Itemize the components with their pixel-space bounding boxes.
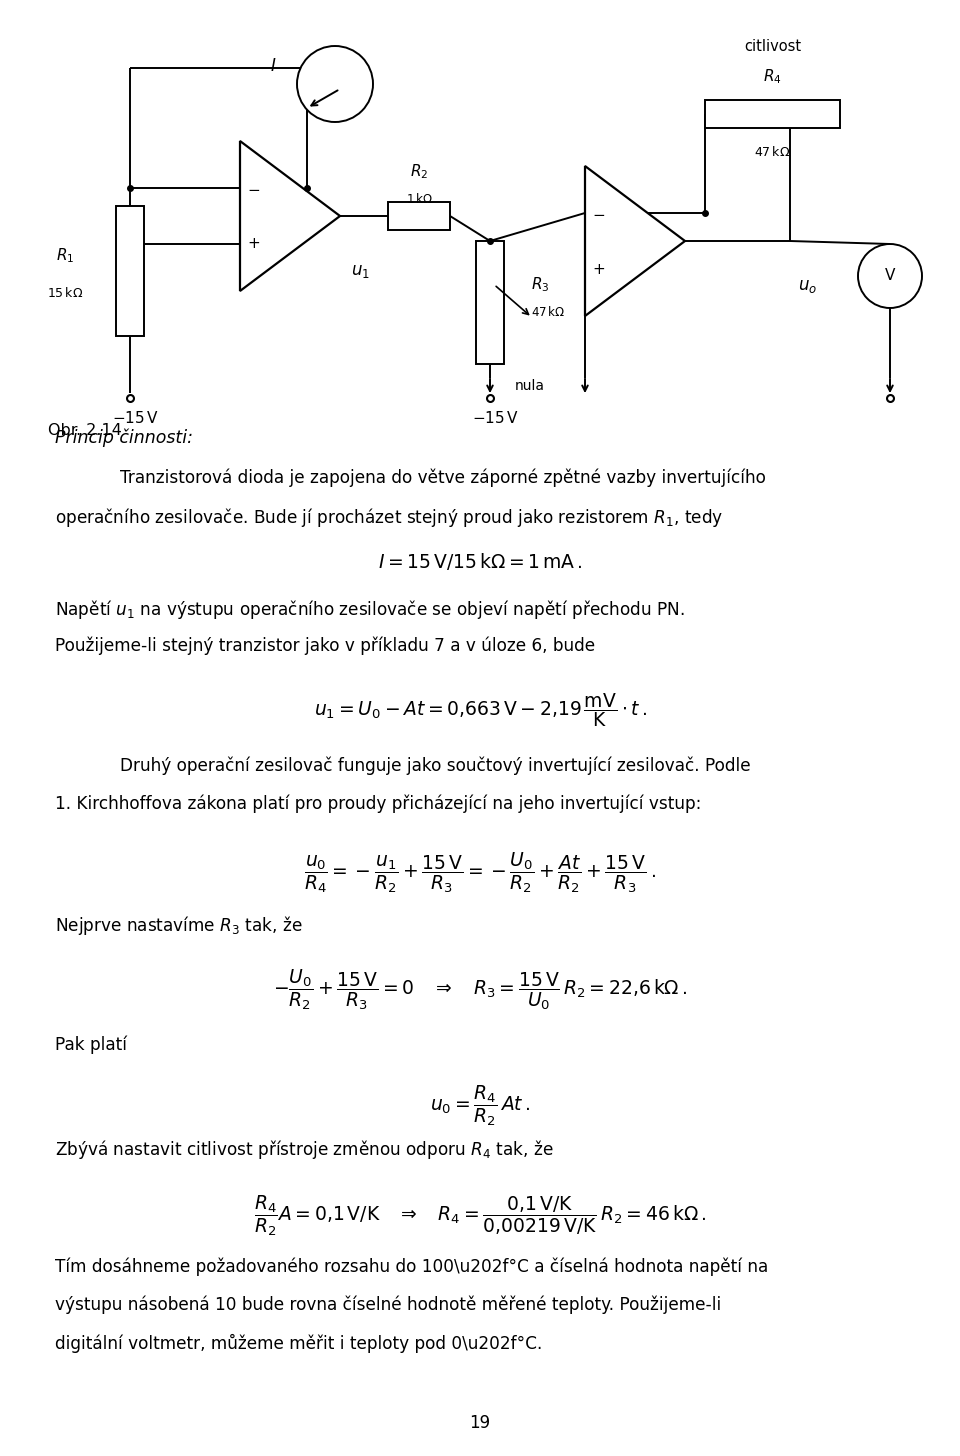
Text: Pak platí: Pak platí — [55, 1037, 127, 1054]
Text: 19: 19 — [469, 1414, 491, 1433]
Text: Tranzistorová dioda je zapojena do větve záporné zpětné vazby invertujícího: Tranzistorová dioda je zapojena do větve… — [120, 467, 766, 486]
Text: Napětí $u_1$ na výstupu operačního zesilovače se objeví napětí přechodu PN.: Napětí $u_1$ na výstupu operačního zesil… — [55, 598, 684, 622]
Text: $u_0 = \dfrac{R_4}{R_2}\,At\,.$: $u_0 = \dfrac{R_4}{R_2}\,At\,.$ — [430, 1085, 530, 1128]
Text: 1. Kirchhoffova zákona platí pro proudy přicházející na jeho invertující vstup:: 1. Kirchhoffova zákona platí pro proudy … — [55, 794, 702, 812]
Text: výstupu násobená 10 bude rovna číselné hodnotě měřené teploty. Použijeme-li: výstupu násobená 10 bude rovna číselné h… — [55, 1296, 721, 1315]
Text: V: V — [885, 268, 895, 284]
Text: $+$: $+$ — [248, 236, 260, 252]
Text: Použijeme-li stejný tranzistor jako v příkladu 7 a v úloze 6, bude: Použijeme-li stejný tranzistor jako v př… — [55, 636, 595, 655]
Text: $\dfrac{R_4}{R_2}A = 0{,}1\,\mathrm{V/K} \quad \Rightarrow \quad R_4 = \dfrac{0{: $\dfrac{R_4}{R_2}A = 0{,}1\,\mathrm{V/K}… — [253, 1194, 707, 1239]
Text: Druhý operační zesilovač funguje jako součtový invertující zesilovač. Podle: Druhý operační zesilovač funguje jako so… — [120, 756, 751, 775]
Text: $-15\,\mathrm{V}$: $-15\,\mathrm{V}$ — [471, 411, 518, 427]
Text: $47\,\mathrm{k\Omega}$: $47\,\mathrm{k\Omega}$ — [755, 146, 791, 159]
Text: $47\,\mathrm{k\Omega}$: $47\,\mathrm{k\Omega}$ — [531, 306, 565, 319]
Text: $-15\,\mathrm{V}$: $-15\,\mathrm{V}$ — [111, 411, 158, 427]
Circle shape — [297, 47, 373, 122]
Bar — [116, 205, 144, 336]
Text: Zbývá nastavit citlivost přístroje změnou odporu $R_4$ tak, že: Zbývá nastavit citlivost přístroje změno… — [55, 1139, 554, 1160]
Polygon shape — [585, 166, 685, 316]
Polygon shape — [240, 141, 340, 291]
Text: $u_1$: $u_1$ — [350, 262, 370, 280]
Text: Nejprve nastavíme $R_3$ tak, že: Nejprve nastavíme $R_3$ tak, že — [55, 914, 302, 938]
Text: $-\dfrac{U_0}{R_2} + \dfrac{15\,\mathrm{V}}{R_3} = 0 \quad \Rightarrow \quad R_3: $-\dfrac{U_0}{R_2} + \dfrac{15\,\mathrm{… — [273, 968, 687, 1012]
Text: citlivost: citlivost — [744, 39, 801, 54]
Bar — [476, 242, 504, 364]
Text: $R_1$: $R_1$ — [56, 246, 74, 265]
Text: $u_o$: $u_o$ — [799, 277, 818, 296]
Text: $\dfrac{u_0}{R_4} = -\dfrac{u_1}{R_2} + \dfrac{15\,\mathrm{V}}{R_3} = -\dfrac{U_: $\dfrac{u_0}{R_4} = -\dfrac{u_1}{R_2} + … — [304, 850, 656, 895]
Text: $I = 15\,\mathrm{V}/15\,\mathrm{k\Omega} = 1\,\mathrm{mA}\,.$: $I = 15\,\mathrm{V}/15\,\mathrm{k\Omega}… — [377, 550, 583, 572]
Bar — [388, 202, 450, 230]
Text: Obr. 2.14: Obr. 2.14 — [48, 422, 122, 437]
Text: $u_1 = U_0 - At = 0{,}663\,\mathrm{V} - 2{,}19\,\dfrac{\mathrm{mV}}{\mathrm{K}}\: $u_1 = U_0 - At = 0{,}663\,\mathrm{V} - … — [314, 692, 646, 729]
Text: $R_2$: $R_2$ — [410, 162, 428, 181]
Text: $R_3$: $R_3$ — [531, 275, 549, 294]
Circle shape — [858, 245, 922, 309]
Text: $R_4$: $R_4$ — [763, 67, 781, 86]
Text: $1\,\mathrm{k\Omega}$: $1\,\mathrm{k\Omega}$ — [405, 192, 432, 205]
Text: $I$: $I$ — [270, 57, 276, 76]
Text: Tím dosáhneme požadovaného rozsahu do 100\u202f°C a číselná hodnota napětí na: Tím dosáhneme požadovaného rozsahu do 10… — [55, 1258, 768, 1277]
Text: digitální voltmetr, můžeme měřit i teploty pod 0\u202f°C.: digitální voltmetr, můžeme měřit i teplo… — [55, 1334, 542, 1353]
Text: nula: nula — [515, 379, 545, 393]
Text: Princip činnosti:: Princip činnosti: — [55, 428, 193, 447]
Text: $15\,\mathrm{k\Omega}$: $15\,\mathrm{k\Omega}$ — [47, 285, 84, 300]
Text: $+$: $+$ — [592, 262, 606, 277]
Text: operačního zesilovače. Bude jí procházet stejný proud jako rezistorem $R_1$, ted: operačního zesilovače. Bude jí procházet… — [55, 507, 724, 529]
Text: $-$: $-$ — [248, 181, 260, 195]
Bar — [705, 100, 840, 128]
Text: $-$: $-$ — [592, 205, 606, 220]
